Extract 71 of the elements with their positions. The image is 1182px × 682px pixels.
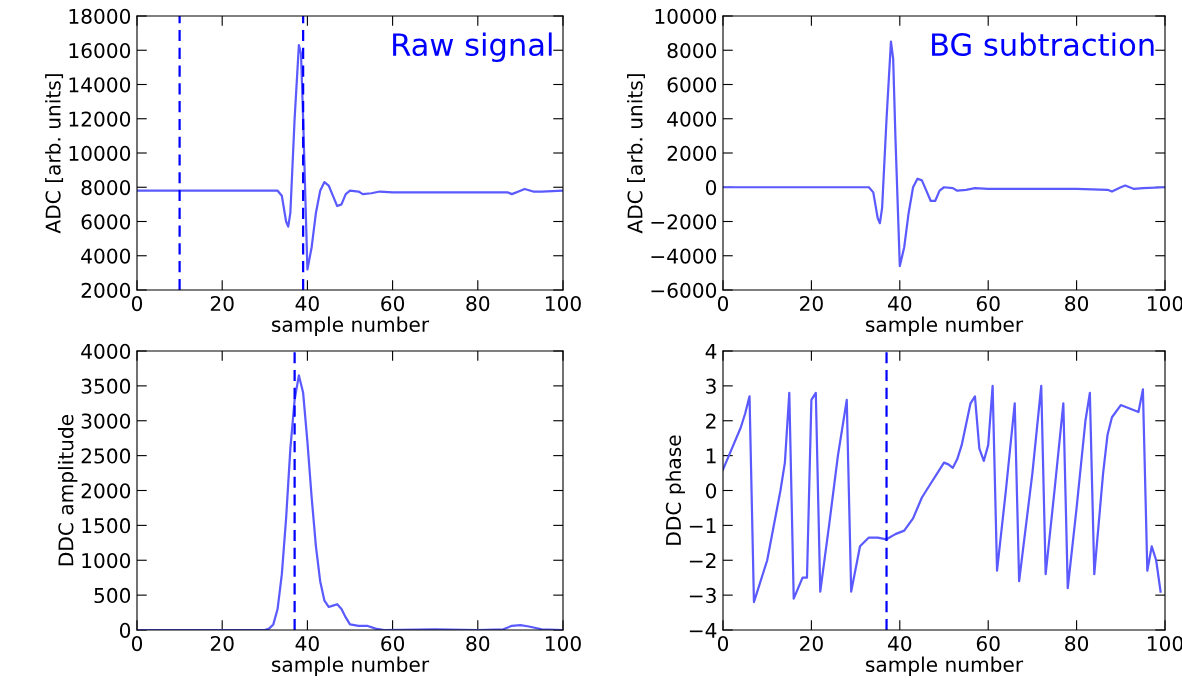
y-tick-label: 0	[705, 179, 717, 196]
x-tick-label: 100	[545, 635, 581, 652]
y-tick-label: 4	[705, 343, 717, 359]
line-series	[723, 384, 1162, 604]
y-tick-label: 1500	[82, 518, 131, 534]
y-tick-label: −2000	[651, 214, 717, 230]
y-axis-title: DDC amplitude	[57, 414, 78, 566]
x-tick-label: 100	[1147, 295, 1182, 312]
annotation: Raw signal	[393, 32, 552, 63]
x-tick-label: 80	[466, 635, 490, 652]
y-tick-label: 2000	[667, 145, 717, 161]
y-tick-label: 16000	[69, 42, 131, 59]
y-tick-label: 0	[705, 483, 717, 499]
y-tick-label: 0	[119, 622, 131, 638]
x-tick-label: 20	[210, 295, 234, 312]
x-tick-label: 20	[800, 635, 823, 652]
annotation: BG subtraction	[932, 32, 1154, 57]
y-tick-label: 3000	[81, 413, 131, 429]
y-tick-label: 2	[706, 413, 716, 429]
x-tick-label: 0	[131, 295, 143, 312]
y-tick-label: −2	[689, 552, 716, 568]
y-tick-label: −4	[689, 622, 717, 638]
y-tick-label: 4000	[667, 111, 717, 127]
y-tick-label: 3500	[81, 378, 131, 394]
y-tick-label: 18000	[69, 8, 131, 24]
x-axis-title: sample number	[865, 316, 1024, 336]
y-tick-label: −6000	[651, 282, 717, 298]
x-tick-label: 60	[976, 295, 1000, 312]
y-tick-label: 2000	[81, 483, 131, 499]
y-tick-label: 1000	[82, 552, 131, 569]
y-tick-label: 6000	[667, 77, 717, 93]
y-tick-label: 4000	[81, 248, 131, 264]
x-tick-label: 100	[1147, 635, 1182, 652]
y-tick-label: −3	[689, 587, 716, 604]
x-tick-label: 80	[1065, 635, 1089, 652]
x-axis-title: sample number	[865, 656, 1024, 676]
y-tick-label: 1	[706, 448, 716, 464]
y-tick-label: 6000	[81, 214, 131, 230]
x-tick-label: 80	[1065, 295, 1089, 312]
y-tick-label: 10000	[69, 145, 131, 161]
y-tick-label: 8000	[667, 42, 717, 59]
y-tick-label: 500	[94, 587, 131, 604]
y-tick-label: −4000	[651, 248, 717, 264]
x-tick-label: 40	[295, 295, 319, 312]
y-tick-label: 2500	[81, 448, 131, 464]
x-tick-label: 60	[381, 635, 405, 652]
y-axis-title: DDC phase	[665, 435, 685, 545]
x-tick-label: 60	[381, 295, 405, 312]
x-tick-label: 20	[800, 295, 823, 312]
x-tick-label: 40	[887, 635, 912, 652]
x-tick-label: 40	[295, 635, 319, 652]
y-axis-title: ADC [arb. units]	[627, 74, 646, 234]
y-tick-label: 4000	[81, 343, 131, 359]
y-tick-label: 12000	[69, 111, 131, 127]
y-axis-title: ADC [arb. units]	[45, 74, 64, 234]
x-tick-label: 80	[466, 295, 490, 312]
x-tick-label: 60	[976, 635, 1000, 652]
y-tick-label: 8000	[81, 179, 131, 196]
y-tick-label: −1	[689, 518, 716, 534]
y-tick-label: 14000	[69, 77, 131, 93]
x-axis-title: sample number	[271, 656, 430, 676]
x-tick-label: 0	[717, 635, 729, 652]
x-axis-title: sample number	[271, 316, 430, 336]
y-tick-label: 3	[706, 378, 716, 394]
y-tick-label: 10000	[655, 8, 717, 24]
x-tick-label: 100	[545, 295, 581, 312]
x-tick-label: 20	[210, 635, 234, 652]
x-tick-label: 0	[131, 635, 143, 652]
x-tick-label: 40	[887, 295, 912, 312]
y-tick-label: 2000	[81, 282, 131, 298]
x-tick-label: 0	[717, 295, 729, 312]
